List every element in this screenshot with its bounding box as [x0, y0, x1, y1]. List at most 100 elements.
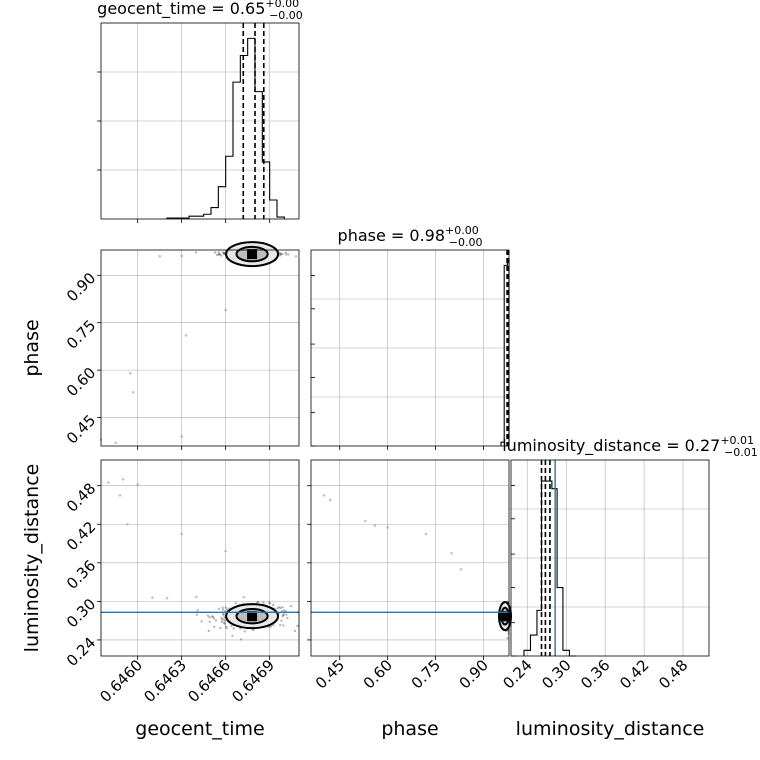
sample-point: [224, 625, 228, 628]
sample-point: [218, 253, 221, 256]
sample-point: [221, 608, 225, 612]
sample-point: [279, 606, 282, 610]
sample-point: [231, 634, 234, 637]
x-tick-label-phase: 0.45: [312, 656, 348, 692]
hist-frame: [310, 249, 510, 447]
y-axis-label-luminosity_distance: luminosity_distance: [21, 464, 43, 653]
sample-point: [242, 596, 245, 599]
x-tick-label-geocent_time: 0.6463: [140, 656, 190, 706]
sample-point: [282, 609, 286, 612]
sample-point: [224, 308, 227, 312]
sample-point: [285, 253, 288, 256]
sample-point: [276, 607, 279, 610]
x-tick-label-luminosity_distance: 0.48: [655, 656, 691, 692]
y-tick-label-luminosity_distance: 0.36: [63, 556, 99, 592]
hist-bars: [166, 37, 285, 219]
sample-point: [195, 595, 198, 599]
sample-point: [268, 602, 272, 605]
y-axis-label-phase: phase: [21, 319, 43, 376]
sample-point: [221, 251, 225, 254]
sample-point: [223, 622, 227, 626]
hist-panel-phase: phase = 0.98+0.00 −0.00: [311, 224, 510, 450]
sample-point: [279, 253, 283, 256]
y-tick-label-luminosity_distance: 0.24: [63, 634, 99, 670]
sample-point: [256, 601, 259, 604]
sample-point: [296, 624, 299, 628]
sample-point: [226, 608, 229, 611]
sample-point: [282, 624, 285, 627]
sample-point: [180, 532, 183, 536]
sample-point: [322, 494, 326, 497]
sample-point: [214, 619, 218, 622]
sample-point: [208, 616, 211, 619]
sample-point: [279, 623, 282, 627]
sample-point: [225, 626, 228, 630]
x-tick-label-phase: 0.60: [360, 656, 396, 692]
sample-point: [222, 612, 225, 616]
density-peak: [500, 611, 510, 622]
scatter-panel-geocent_time-phase: [97, 241, 299, 450]
scatter-frame: [310, 459, 510, 657]
x-axis-label-geocent_time: geocent_time: [135, 718, 264, 740]
x-axis-label-luminosity_distance: luminosity_distance: [516, 718, 705, 740]
x-tick-label-geocent_time: 0.6466: [184, 656, 234, 706]
sample-point: [256, 600, 260, 604]
y-tick-label-phase: 0.90: [63, 269, 99, 305]
sample-point: [194, 251, 198, 254]
x-tick-label-luminosity_distance: 0.42: [616, 656, 652, 692]
sample-point: [212, 625, 216, 629]
y-tick-label-phase: 0.60: [63, 364, 99, 400]
x-tick-label-luminosity_distance: 0.24: [499, 656, 535, 692]
sample-point: [118, 494, 122, 497]
sample-point: [212, 617, 216, 620]
sample-point: [222, 613, 225, 616]
sample-point: [220, 620, 224, 624]
sample-point: [114, 441, 117, 445]
sample-point: [184, 334, 188, 337]
sample-point: [220, 618, 224, 621]
sample-point: [151, 596, 154, 599]
sample-point: [252, 628, 255, 632]
sample-point: [165, 596, 169, 600]
scatter-panel-phase-luminosity_distance: [307, 460, 512, 660]
hist-frame: [100, 22, 300, 220]
sample-point: [450, 551, 453, 555]
sample-point: [208, 620, 211, 624]
sample-point: [223, 619, 226, 623]
sample-point: [279, 252, 282, 255]
sample-point: [213, 251, 217, 254]
panel-title-luminosity_distance: luminosity_distance = 0.27+0.01 −0.01: [502, 434, 758, 459]
hist-bars: [523, 480, 576, 657]
scatter-frame: [100, 459, 300, 657]
panel-title-phase: phase = 0.98+0.00 −0.00: [338, 224, 483, 249]
sample-point: [158, 255, 161, 258]
sample-point: [223, 252, 226, 256]
sample-point: [219, 626, 222, 630]
sample-point: [363, 519, 367, 523]
sample-point: [281, 614, 285, 617]
sample-point: [282, 613, 286, 616]
x-tick-label-geocent_time: 0.6460: [96, 656, 146, 706]
sample-point: [294, 255, 298, 258]
sample-point: [284, 251, 287, 254]
sample-point: [232, 627, 235, 630]
density-peak: [247, 611, 258, 622]
sample-point: [262, 601, 265, 604]
sample-point: [280, 619, 283, 622]
sample-point: [222, 252, 226, 255]
sample-point: [222, 617, 226, 621]
hist-panel-geocent_time: geocent_time = 0.65+0.00 −0.00: [97, 0, 303, 223]
sample-point: [281, 605, 284, 609]
sample-point: [207, 629, 211, 633]
y-tick-label-phase: 0.45: [63, 411, 99, 447]
sample-point: [217, 607, 220, 611]
y-tick-label-luminosity_distance: 0.30: [63, 595, 99, 631]
sample-point: [195, 613, 199, 616]
sample-point: [424, 532, 428, 536]
sample-point: [218, 252, 222, 256]
sample-point: [243, 630, 246, 633]
sample-point: [281, 252, 284, 256]
sample-point: [121, 477, 125, 481]
sample-point: [239, 638, 243, 641]
hist-frame: [510, 459, 710, 657]
